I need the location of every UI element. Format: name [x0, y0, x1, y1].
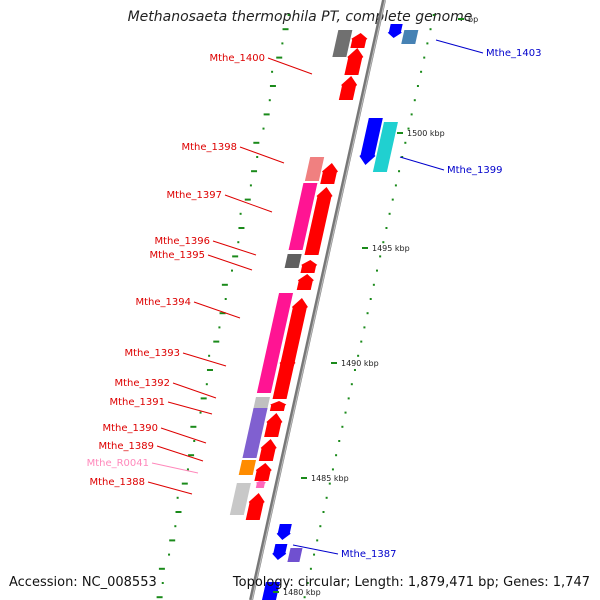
gene-label-mthe-1398: Mthe_1398: [182, 142, 238, 153]
cog-bar: [372, 122, 398, 172]
cog-bar: [242, 408, 268, 458]
cog-bar: [288, 183, 318, 250]
gene-label-mthe-1395: Mthe_1395: [150, 250, 206, 261]
reverse-gene-arrow: [264, 413, 283, 437]
label-leader: [160, 427, 207, 444]
reverse-gene-arrow: [304, 187, 333, 255]
backbone: [249, 0, 386, 600]
reverse-gene-arrow: [272, 354, 296, 399]
reverse-gene-arrow: [300, 260, 318, 273]
forward-gene-bar: [261, 582, 280, 600]
label-leader: [239, 146, 285, 164]
scale-label: 1495 kbp: [372, 244, 410, 253]
label-leaders: [147, 39, 484, 555]
cog-features: [229, 30, 419, 562]
gene-label-mthe-1400: Mthe_1400: [210, 53, 266, 64]
gene-label-mthe-r0041: Mthe_R0041: [87, 458, 149, 469]
cog-bar: [253, 397, 270, 410]
gene-features: [245, 24, 403, 600]
label-leader: [224, 194, 273, 213]
gene-label-mthe-1393: Mthe_1393: [125, 348, 181, 359]
label-leader: [182, 352, 227, 367]
gene-label-mthe-1390: Mthe_1390: [103, 423, 159, 434]
gene-label-mthe-1397: Mthe_1397: [167, 190, 223, 201]
cog-bar: [332, 30, 353, 57]
label-leader: [167, 401, 213, 415]
gene-label-mthe-1392: Mthe_1392: [115, 378, 171, 389]
topology-text: Topology: circular; Length: 1,879,471 bp…: [232, 575, 590, 590]
reverse-gene-arrow: [258, 439, 277, 461]
forward-gene-arrow: [276, 524, 292, 540]
scale-label: 1480 kbp: [283, 588, 321, 597]
gene-label-mthe-1388: Mthe_1388: [90, 477, 146, 488]
reverse-gene-arrow: [254, 463, 272, 481]
label-leader: [147, 481, 193, 495]
cog-bar: [256, 293, 294, 393]
gene-label-mthe-1391: Mthe_1391: [110, 397, 166, 408]
label-leader: [399, 156, 445, 171]
label-leader: [212, 240, 257, 256]
cog-bar: [284, 254, 302, 268]
label-leader: [267, 57, 313, 75]
label-leader: [207, 254, 253, 271]
reverse-gene-arrow: [245, 493, 265, 520]
forward-gene-arrow: [387, 24, 403, 38]
reverse-gene-arrow: [344, 48, 364, 75]
gene-labels: Mthe_1400 Mthe_1398 Mthe_1397 Mthe_1396 Mthe…: [87, 48, 542, 560]
label-leader: [156, 445, 204, 462]
gene-label-mthe-1399: Mthe_1399: [447, 165, 503, 176]
gene-label-mthe-1396: Mthe_1396: [155, 236, 211, 247]
scale-label: 1490 kbp: [341, 359, 379, 368]
reverse-gene-arrow: [269, 401, 287, 411]
scale-label: 1500 kbp: [407, 129, 445, 138]
scale-labels: 1500 kbp 1495 kbp 1490 kbp 1485 kbp 1480 kbp…: [273, 15, 478, 597]
gene-label-mthe-1389: Mthe_1389: [99, 441, 155, 452]
gene-label-mthe-1403: Mthe_1403: [486, 48, 542, 59]
cog-bar: [287, 548, 303, 562]
label-leader: [193, 301, 241, 319]
forward-gene-arrow: [272, 544, 288, 560]
forward-gene-arrow: [359, 118, 383, 165]
gene-label-mthe-1394: Mthe_1394: [136, 297, 192, 308]
rna-features: [255, 480, 267, 488]
rna-arrow: [255, 480, 267, 488]
label-leader: [172, 382, 217, 399]
reverse-gene-arrow: [338, 76, 358, 100]
reverse-gene-arrow: [350, 33, 368, 48]
label-leader: [292, 544, 339, 555]
gene-label-mthe-1387: Mthe_1387: [341, 549, 397, 560]
scale-label: bp: [468, 15, 478, 24]
cog-bar: [238, 460, 257, 475]
label-leader: [435, 39, 484, 54]
cog-bar: [401, 30, 419, 44]
cog-bar: [229, 483, 251, 515]
scale-label: 1485 kbp: [311, 474, 349, 483]
reverse-gene-arrow: [296, 274, 314, 290]
accession-text: Accession: NC_008553: [9, 575, 157, 590]
map-title: Methanosaeta thermophila PT, complete ge…: [127, 9, 473, 25]
cog-bar: [304, 157, 325, 181]
reverse-gene-arrow: [320, 163, 338, 184]
label-leader: [151, 462, 199, 474]
reverse-gene-arrow: [279, 298, 308, 366]
